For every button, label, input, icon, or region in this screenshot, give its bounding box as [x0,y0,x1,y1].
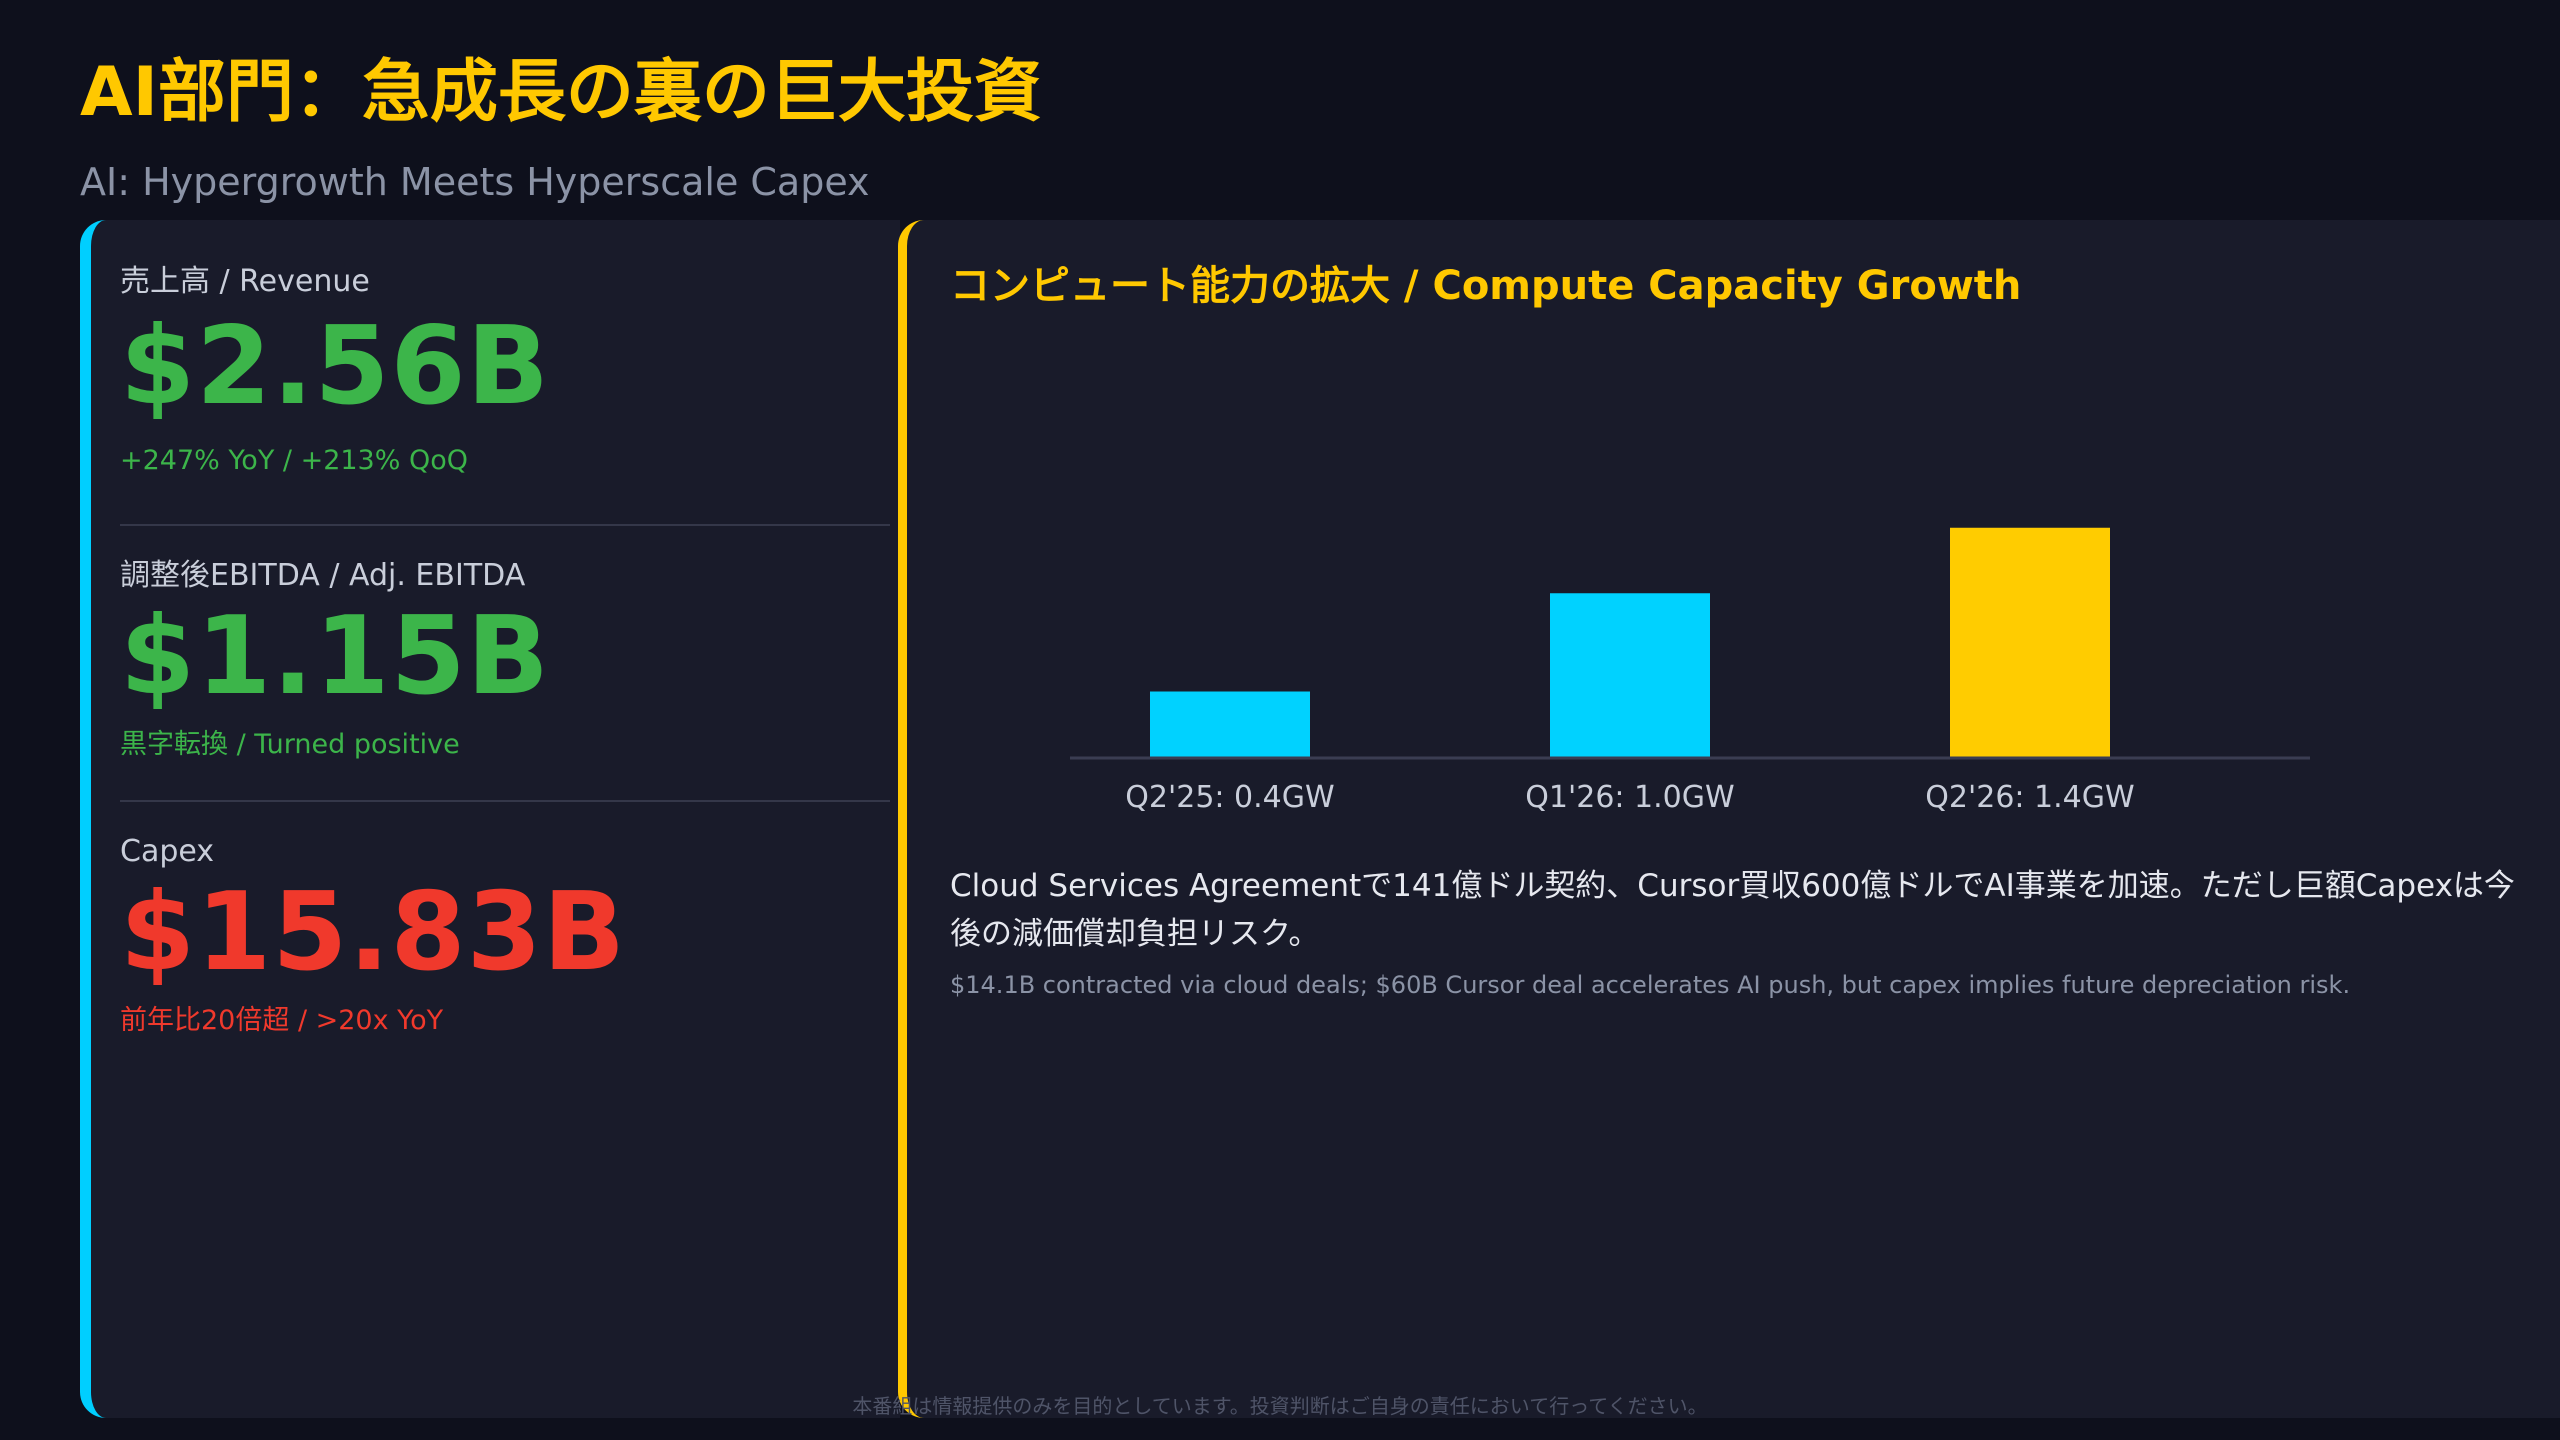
bar-label: Q2'25: 0.4GW [1125,780,1334,815]
metric-ebitda-note: 黒字転換 / Turned positive [120,728,460,760]
compute-capacity-chart: Q2'25: 0.4GW Q1'26: 1.0GW Q2'26: 1.4GW [1070,527,2310,815]
bar-label: Q2'26: 1.4GW [1925,780,2134,815]
metric-divider [120,800,890,802]
metric-capex-value: $15.83B [120,870,627,995]
metric-revenue-label: 売上高 / Revenue [120,264,370,299]
metric-revenue-note: +247% YoY / +213% QoQ [120,444,468,476]
metric-revenue: 売上高 / Revenue $2.56B +247% YoY / +213% Q… [120,264,820,477]
bar-q225 [1150,691,1310,757]
bar-q226 [1950,527,2110,757]
bar-q126 [1550,593,1710,757]
metric-revenue-value: $2.56B [120,304,550,429]
commentary-en: $14.1B contracted via cloud deals; $60B … [950,971,2351,999]
metric-capex: Capex $15.83B 前年比20倍超 / >20x YoY [120,834,820,1037]
disclaimer: 本番組は情報提供のみを目的としています。投資判断はご自身の責任において行ってくだ… [852,1394,1708,1418]
metric-divider [120,524,890,526]
metrics-panel [80,220,900,1418]
metric-ebitda-label: 調整後EBITDA / Adj. EBITDA [120,558,526,593]
bar-label: Q1'26: 1.0GW [1525,780,1734,815]
chart-title: コンピュート能力の拡大 / Compute Capacity Growth [950,263,2022,309]
commentary-jp: Cloud Services Agreementで141億ドル契約、Cursor… [950,868,2515,952]
metric-ebitda-value: $1.15B [120,594,550,719]
metric-capex-note: 前年比20倍超 / >20x YoY [120,1004,444,1036]
metric-capex-label: Capex [120,834,215,869]
page-title: AI部門：急成長の裏の巨大投資 [80,53,1042,132]
chart-panel [898,220,2560,1418]
page-subtitle: AI: Hypergrowth Meets Hyperscale Capex [80,160,870,204]
metric-ebitda: 調整後EBITDA / Adj. EBITDA $1.15B 黒字転換 / Tu… [120,558,820,761]
